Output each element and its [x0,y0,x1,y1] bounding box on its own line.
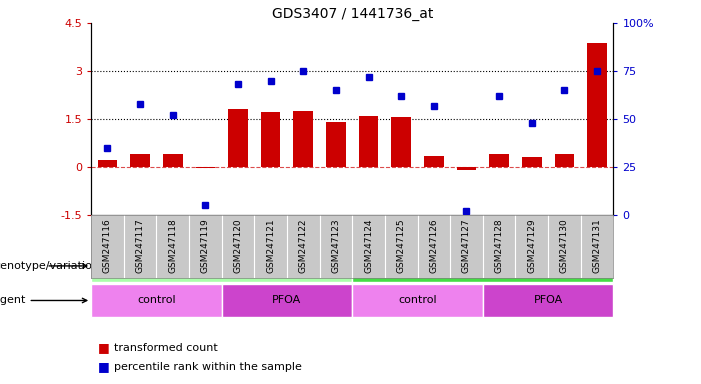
Bar [587,43,607,167]
Text: GSM247119: GSM247119 [201,218,210,273]
Bar [196,167,215,168]
Text: genotype/variation: genotype/variation [0,261,100,271]
Bar [130,154,150,167]
Text: PFOA: PFOA [533,295,563,306]
Text: percentile rank within the sample: percentile rank within the sample [114,362,301,372]
Bar [294,111,313,167]
Bar [229,109,248,167]
Bar [489,154,509,167]
Text: ■: ■ [98,360,110,373]
Text: GSM247126: GSM247126 [429,218,438,273]
Text: GSM247129: GSM247129 [527,218,536,273]
Bar [522,157,542,167]
Title: GDS3407 / 1441736_at: GDS3407 / 1441736_at [271,7,433,21]
Text: GSM247127: GSM247127 [462,218,471,273]
Text: GSM247128: GSM247128 [495,218,503,273]
Text: control: control [398,295,437,306]
Text: wild type: wild type [196,261,247,271]
Bar [353,250,613,282]
Text: GSM247120: GSM247120 [233,218,243,273]
Text: GSM247125: GSM247125 [397,218,406,273]
Bar [483,284,613,317]
Bar [261,112,280,167]
Bar [97,160,117,167]
Bar [554,154,574,167]
Text: GSM247116: GSM247116 [103,218,112,273]
Text: ■: ■ [98,341,110,354]
Bar [424,156,444,167]
Text: agent: agent [0,295,87,306]
Text: PPAR-alpha null: PPAR-alpha null [440,261,526,271]
Bar [91,284,222,317]
Text: GSM247130: GSM247130 [560,218,569,273]
Text: GSM247122: GSM247122 [299,218,308,273]
Text: control: control [137,295,176,306]
Bar [353,284,483,317]
Text: PFOA: PFOA [273,295,301,306]
Text: GSM247121: GSM247121 [266,218,275,273]
Text: GSM247118: GSM247118 [168,218,177,273]
Bar [326,122,346,167]
Bar [359,116,379,167]
Text: GSM247117: GSM247117 [135,218,144,273]
Bar [457,167,476,170]
Text: GSM247123: GSM247123 [332,218,341,273]
Bar [163,154,182,167]
Bar [91,250,353,282]
Bar [391,118,411,167]
Text: transformed count: transformed count [114,343,217,353]
Text: GSM247124: GSM247124 [364,218,373,273]
Text: GSM247131: GSM247131 [592,218,601,273]
Bar [222,284,353,317]
